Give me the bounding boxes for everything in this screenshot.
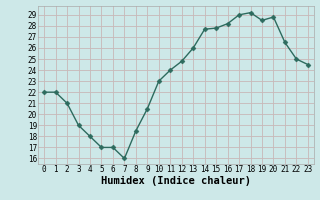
- X-axis label: Humidex (Indice chaleur): Humidex (Indice chaleur): [101, 176, 251, 186]
